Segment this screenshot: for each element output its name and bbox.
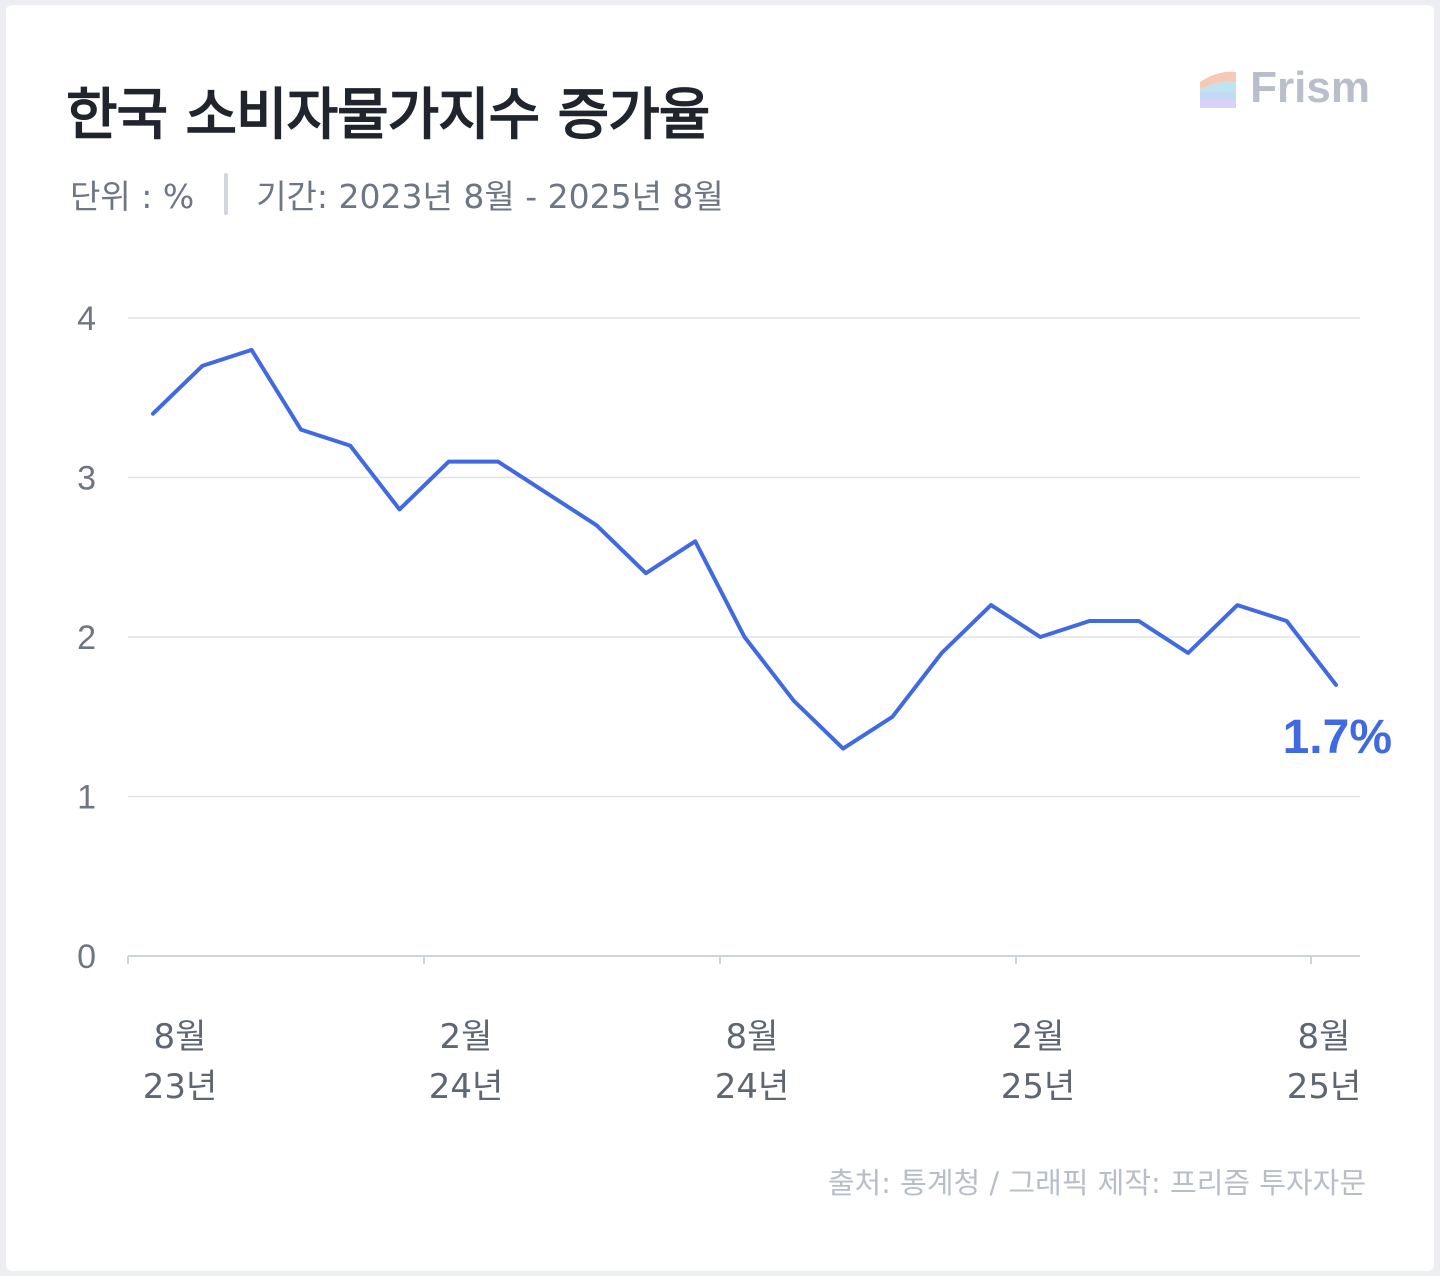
- x-tick-label-year: 24년: [429, 1067, 504, 1107]
- source-note: 출처: 통계청 / 그래픽 제작: 프리즘 투자자문: [827, 1166, 1366, 1200]
- y-tick-label: 2: [77, 619, 96, 657]
- period-label: 기간: 2023년 8월 - 2025년 8월: [256, 177, 724, 216]
- x-tick-label-month: 2월: [1012, 1017, 1065, 1057]
- x-tick-label-year: 25년: [1287, 1067, 1362, 1107]
- frism-logo-icon: [1200, 71, 1237, 108]
- x-tick-label-month: 8월: [726, 1017, 779, 1057]
- x-tick-label-month: 8월: [1298, 1017, 1351, 1057]
- x-tick-label-year: 23년: [143, 1067, 218, 1107]
- y-tick-label: 0: [77, 938, 96, 976]
- chart-card: [6, 5, 1434, 1271]
- subtitle-divider: [224, 173, 229, 215]
- chart-title: 한국 소비자물가지수 증가율: [66, 83, 710, 148]
- x-tick-label-month: 2월: [440, 1017, 493, 1057]
- frism-logo: Frism: [1198, 60, 1370, 116]
- x-tick-label-year: 24년: [715, 1067, 790, 1107]
- unit-label: 단위 : %: [70, 177, 195, 216]
- y-tick-label: 1: [77, 779, 96, 817]
- logo-text: Frism: [1250, 63, 1370, 112]
- end-value-label: 1.7%: [1283, 711, 1392, 764]
- x-tick-label-year: 25년: [1001, 1067, 1076, 1107]
- series-line: [151, 347, 1338, 751]
- x-tick-label-month: 8월: [154, 1017, 207, 1057]
- y-tick-label: 3: [77, 460, 96, 498]
- y-tick-label: 4: [77, 300, 96, 338]
- chart-subtitle: 단위 : % 기간: 2023년 8월 - 2025년 8월: [70, 172, 724, 216]
